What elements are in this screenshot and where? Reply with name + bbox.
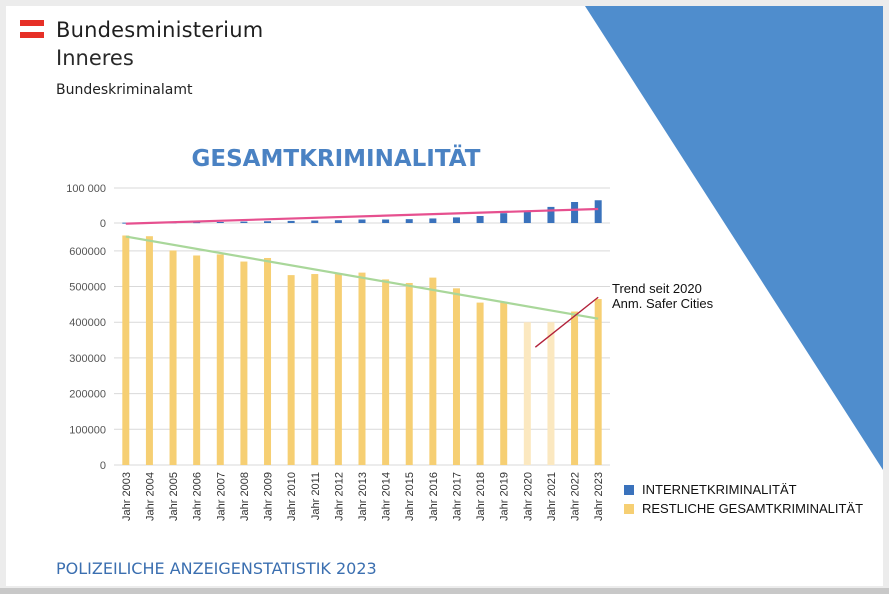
ytick-bottom-label: 200000 [69,389,106,401]
crime-chart: GESAMTKRIMINALITÄT 100 000 0 600000 500000 40… [66,144,714,521]
xtick-label: Jahr 2015 [404,472,416,521]
footer-caption: POLIZEILICHE ANZEIGENSTATISTIK 2023 [56,559,377,578]
bar-rest [382,279,390,465]
flag-red-stripe-bottom [20,32,44,38]
bar-internet [571,202,579,223]
ytick-bottom-label: 400000 [69,317,106,329]
bar-rest [145,236,153,465]
legend-rest-label: RESTLICHE GESAMTKRIMINALITÄT [642,501,864,516]
annotation-line1: Trend seit 2020 [612,281,702,296]
bar-rest [264,257,272,465]
bar-rest [311,274,319,465]
ytick-top-label: 0 [100,218,106,230]
decorative-triangle [585,6,883,470]
bar-internet [547,206,555,223]
legend-internet-swatch [624,484,634,495]
bar-internet [405,219,413,223]
bar-rest [193,255,201,465]
bar-rest [500,302,508,465]
bar-rest [476,302,484,465]
xtick-label: Jahr 2003 [121,472,133,521]
xtick-label: Jahr 2018 [475,472,487,521]
xtick-label: Jahr 2009 [263,472,275,521]
ytick-bottom-label: 300000 [69,353,106,365]
xtick-label: Jahr 2011 [310,472,322,520]
slide: Bundesministerium Inneres Bundeskriminal… [6,6,883,586]
bar-rest [240,261,248,465]
xtick-label: Jahr 2005 [168,472,180,521]
bar-internet [358,219,366,223]
bar-internet [311,220,319,223]
xtick-label: Jahr 2014 [381,472,393,521]
ytick-bottom-label: 600000 [69,246,106,258]
bar-internet [452,217,460,223]
blue-triangle [585,6,883,470]
trendline-rest [125,235,599,320]
xtick-label: Jahr 2012 [333,472,345,521]
chart-title: GESAMTKRIMINALITÄT [192,144,481,172]
bar-rest [452,288,460,465]
bar-internet [594,200,602,223]
ministry-department: Inneres [56,46,134,70]
xtick-label: Jahr 2019 [499,472,511,521]
xtick-label: Jahr 2021 [546,472,558,521]
annotation-line2: Anm. Safer Cities [612,296,714,311]
trendline-since-2020 [534,296,599,348]
bar-internet [523,210,531,223]
xtick-label: Jahr 2022 [570,472,582,521]
ytick-top-label: 100 000 [66,183,106,195]
bar-internet [240,221,248,223]
ytick-bottom-label: 100000 [69,424,106,436]
ytick-bottom-label: 0 [100,460,106,472]
bar-rest [571,311,579,465]
bar-internet [287,220,295,223]
xtick-label: Jahr 2007 [215,472,227,521]
ministry-name: Bundesministerium [56,18,264,42]
bar-rest [216,254,224,465]
xtick-label: Jahr 2020 [522,472,534,521]
xtick-label: Jahr 2023 [593,472,605,521]
xtick-label: Jahr 2006 [192,472,204,521]
trendline-internet [125,207,599,225]
bar-rest [405,282,413,465]
bar-rest [547,322,555,465]
ytick-bottom-label: 500000 [69,282,106,294]
austria-flag-icon [20,20,44,38]
flag-red-stripe-top [20,20,44,26]
bar-rest [169,250,177,465]
bar-rest [122,235,130,465]
bar-internet [500,213,508,223]
bar-internet [476,216,484,223]
bar-internet [216,221,224,223]
bar-rest [334,274,342,465]
bar-internet [429,218,437,223]
bar-internet [382,219,390,223]
bar-internet [264,221,272,223]
bar-internet [193,222,201,224]
xtick-label: Jahr 2013 [357,472,369,521]
bar-rest [594,299,602,465]
xtick-label: Jahr 2008 [239,472,251,521]
bar-rest [523,322,531,465]
bar-rest [287,275,295,465]
bottom-strip [0,588,889,594]
legend-internet-label: INTERNETKRIMINALITÄT [642,482,797,497]
xtick-label: Jahr 2017 [451,472,463,521]
flag-white-stripe [20,26,44,32]
agency-name: Bundeskriminalamt [56,82,193,98]
xtick-label: Jahr 2004 [144,472,156,521]
bar-internet [334,220,342,223]
xtick-label: Jahr 2010 [286,472,298,521]
legend-rest: RESTLICHE GESAMTKRIMINALITÄT [624,501,863,516]
bar-rest [358,272,366,465]
legend-rest-swatch [624,503,634,514]
xtick-label: Jahr 2016 [428,472,440,521]
bar-rest [429,277,437,465]
legend-internet: INTERNETKRIMINALITÄT [624,482,797,497]
